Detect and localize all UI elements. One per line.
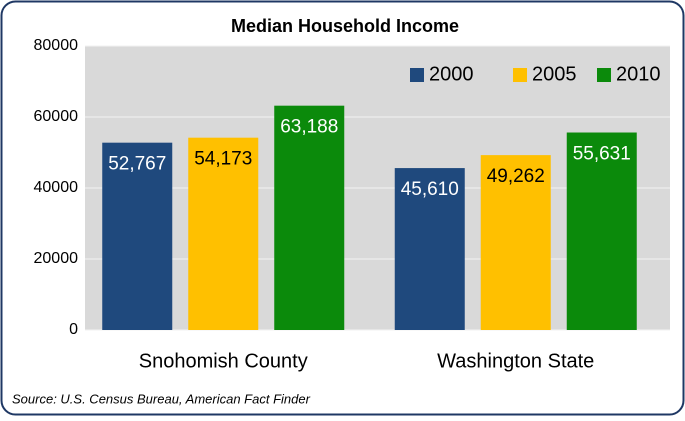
- y-tick-label: 80000: [34, 37, 79, 54]
- y-tick-label: 40000: [34, 179, 79, 196]
- y-tick-label: 20000: [34, 250, 79, 267]
- bar: [566, 132, 637, 330]
- legend-label: 2010: [616, 63, 661, 85]
- bar: [188, 137, 259, 330]
- legend-swatch: [410, 68, 424, 82]
- data-label: 55,631: [573, 144, 631, 165]
- x-tick-label: Snohomish County: [139, 350, 308, 372]
- legend-swatch: [597, 68, 611, 82]
- source-note: Source: U.S. Census Bureau, American Fac…: [12, 391, 311, 406]
- data-label: 63,188: [280, 117, 338, 138]
- data-label: 54,173: [194, 149, 252, 170]
- y-tick-label: 60000: [34, 108, 79, 125]
- data-label: 52,767: [108, 154, 166, 175]
- data-label: 49,262: [487, 166, 545, 187]
- bar: [394, 168, 465, 330]
- chart-title: Median Household Income: [231, 16, 459, 36]
- y-tick-label: 0: [69, 321, 78, 338]
- bar: [102, 142, 173, 330]
- legend-label: 2000: [429, 63, 474, 85]
- data-label: 45,610: [401, 179, 459, 200]
- x-tick-label: Washington State: [437, 350, 594, 372]
- legend-swatch: [513, 68, 527, 82]
- bar: [480, 155, 551, 330]
- bar: [274, 105, 345, 330]
- legend-label: 2005: [532, 63, 577, 85]
